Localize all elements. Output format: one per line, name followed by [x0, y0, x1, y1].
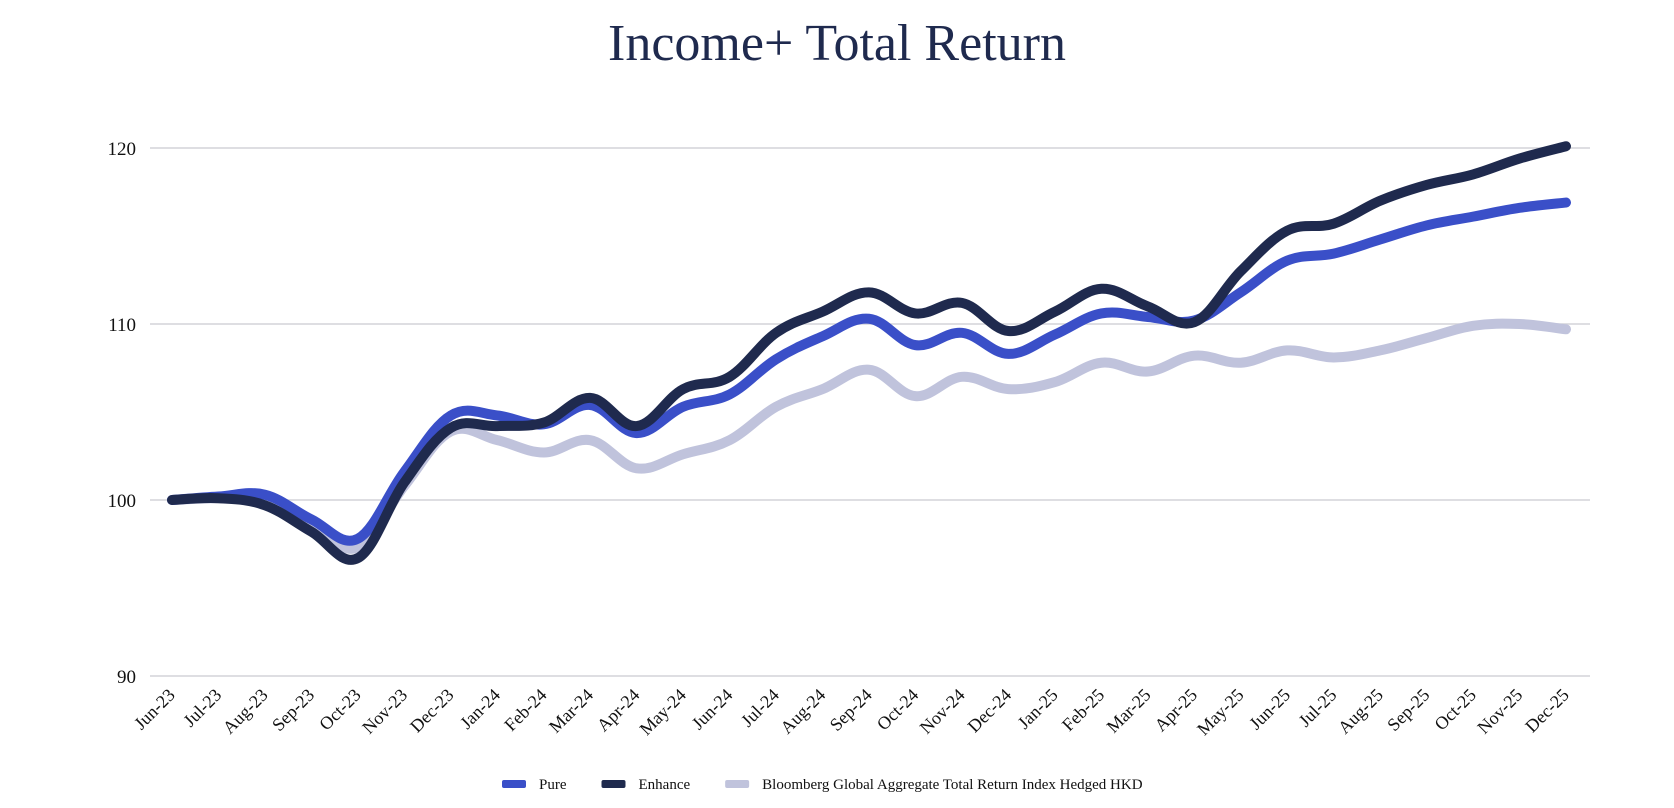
y-tick-label: 100: [108, 491, 137, 512]
x-tick-label: Nov-23: [358, 685, 411, 738]
x-tick-label: Feb-25: [1058, 685, 1108, 735]
x-tick-label: Sep-23: [268, 685, 318, 735]
legend: Pure Enhance Bloomberg Global Aggregate To…: [502, 777, 1143, 793]
gridlines: [150, 147, 1590, 677]
x-tick-label: Jun-23: [130, 685, 179, 734]
series-lines: [167, 141, 1571, 565]
x-tick-label: Sep-25: [1383, 685, 1433, 735]
x-tick-label: Jan-24: [456, 685, 504, 733]
x-tick-label: Dec-25: [1521, 685, 1573, 737]
x-tick-label: Sep-24: [826, 685, 876, 735]
x-tick-label: May-25: [1193, 685, 1247, 739]
chart-title: Income+ Total Return: [608, 15, 1066, 72]
series-line-enhance: [167, 141, 1571, 565]
legend-swatch-pure: [502, 780, 526, 788]
x-tick-label: Aug-24: [776, 685, 829, 738]
x-tick-label: Jun-24: [688, 685, 737, 734]
legend-swatch-enhance: [601, 780, 626, 788]
x-tick-label: Jan-25: [1014, 685, 1062, 733]
y-axis-ticks: 90 100 110 120: [108, 139, 137, 688]
x-tick-label: Oct-25: [1430, 685, 1479, 734]
legend-label-enhance: Enhance: [639, 777, 691, 793]
x-tick-label: Aug-23: [219, 685, 272, 738]
x-tick-label: Apr-24: [593, 685, 644, 736]
x-tick-label: Mar-24: [545, 685, 597, 737]
x-tick-label: May-24: [636, 685, 690, 739]
x-tick-label: Oct-24: [873, 685, 922, 734]
x-tick-label: Jun-25: [1245, 685, 1294, 734]
x-tick-label: Nov-25: [1473, 685, 1526, 738]
x-tick-label: Aug-25: [1334, 685, 1387, 738]
legend-swatch-bloomberg: [725, 780, 750, 788]
x-tick-label: Apr-25: [1150, 685, 1201, 736]
x-axis-ticks: Jun-23 Jul-23Aug-23Sep-23Oct-23Nov-23Dec-…: [130, 685, 1573, 739]
y-tick-label: 110: [108, 315, 136, 336]
legend-label-pure: Pure: [539, 777, 567, 793]
x-tick-label: Oct-23: [315, 685, 364, 734]
x-tick-label: Mar-25: [1103, 685, 1155, 737]
x-tick-label: Dec-23: [406, 685, 458, 737]
x-tick-label: Feb-24: [500, 685, 550, 735]
x-tick-label: Dec-24: [964, 685, 1016, 737]
legend-label-bloomberg: Bloomberg Global Aggregate Total Return …: [762, 777, 1143, 793]
y-tick-label: 120: [108, 139, 137, 160]
y-tick-label: 90: [117, 667, 136, 688]
x-tick-label: Nov-24: [916, 685, 969, 738]
series-line-pure: [167, 197, 1571, 546]
